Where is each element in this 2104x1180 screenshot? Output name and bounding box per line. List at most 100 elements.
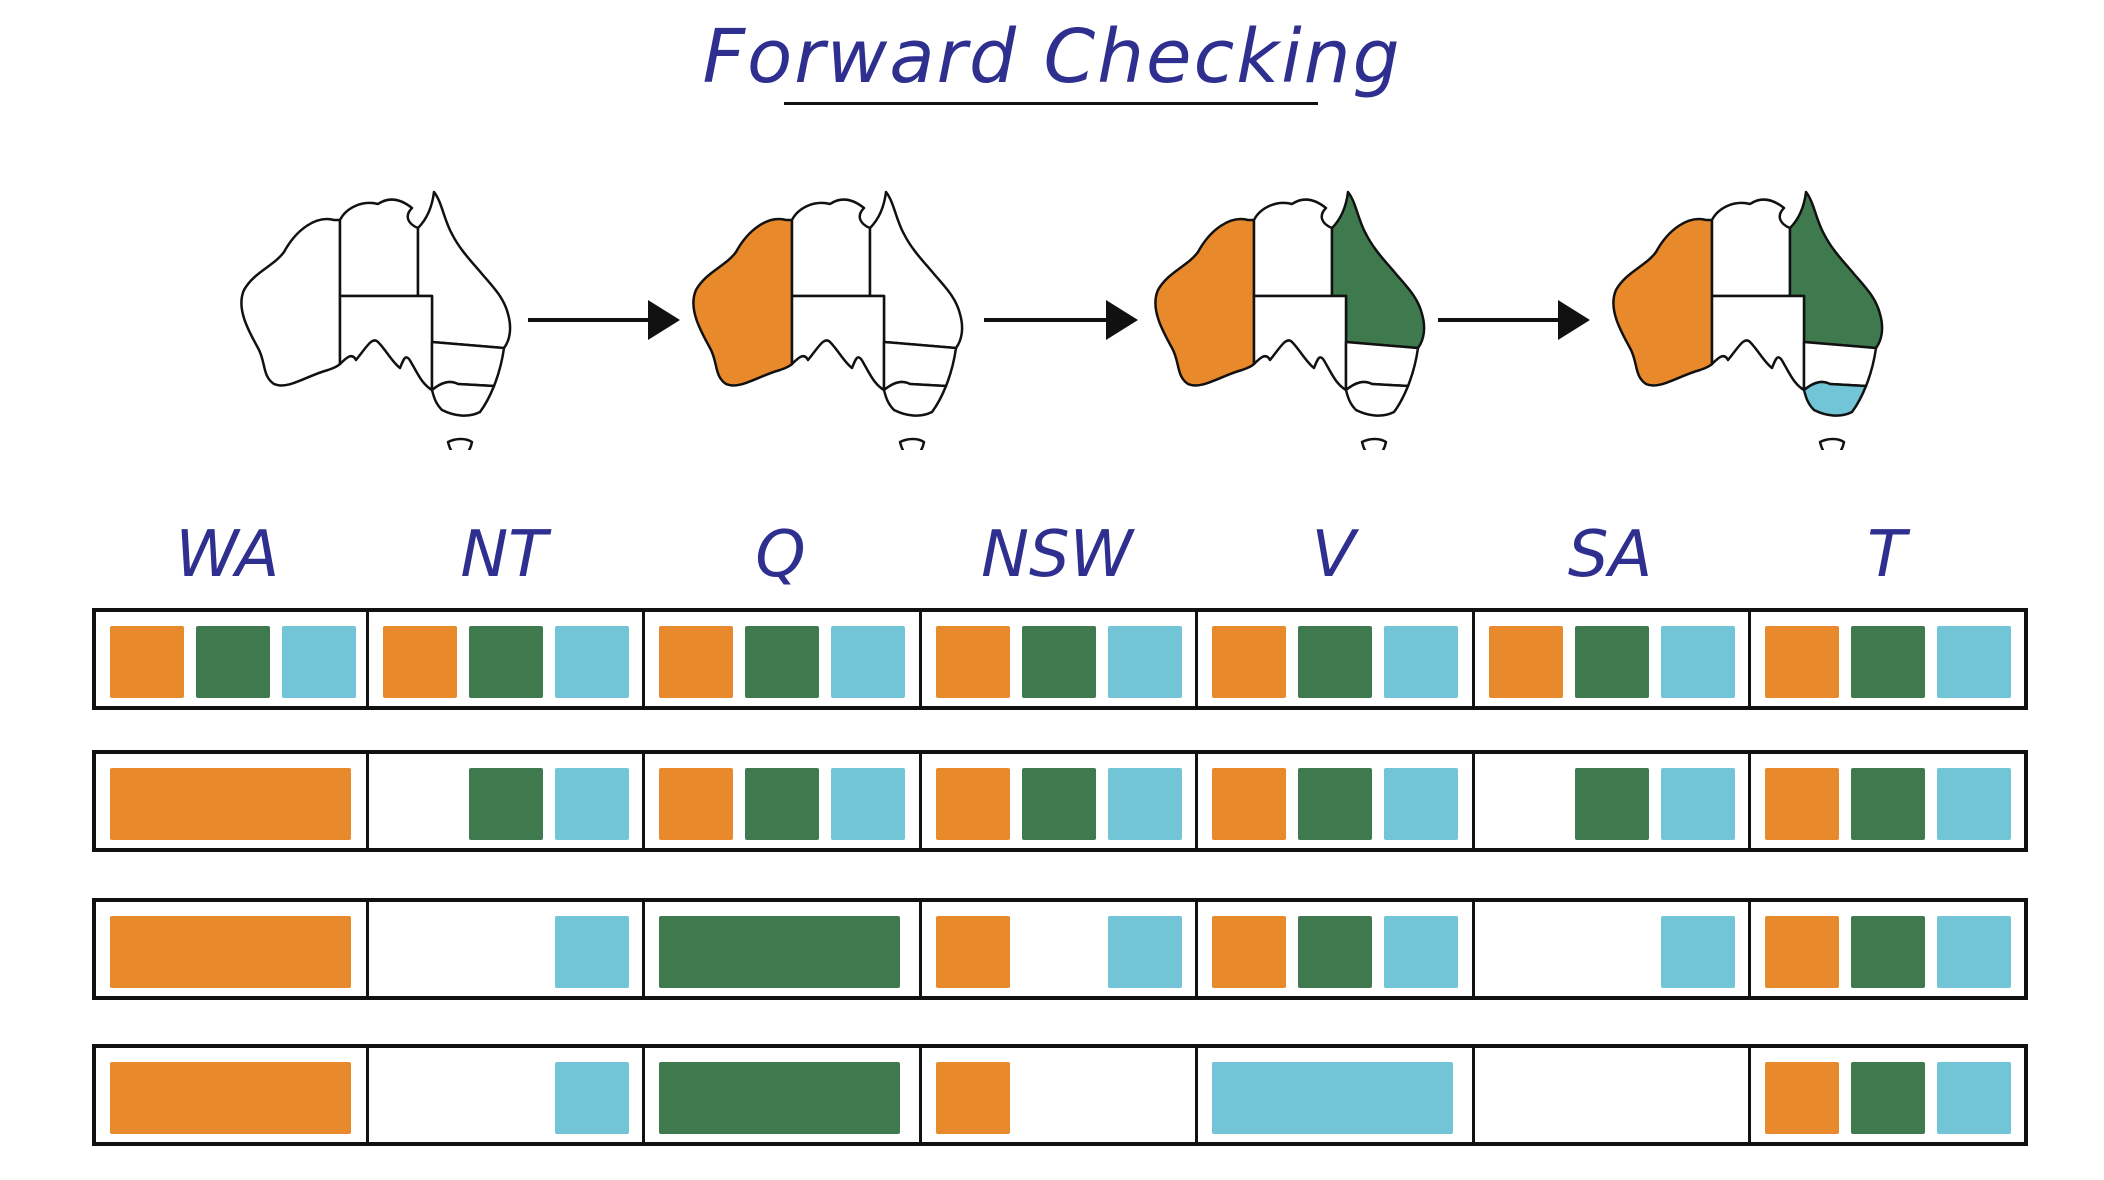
domain-value-blue <box>1384 626 1459 698</box>
map-region-q <box>1788 190 1884 350</box>
domain-cell-v <box>1198 754 1475 848</box>
column-label-wa: WA <box>175 518 280 592</box>
domain-cell-nsw <box>922 1048 1199 1142</box>
australia-map-step-1 <box>240 190 512 450</box>
column-label-v: V <box>1311 518 1356 592</box>
domain-value-blue <box>554 916 629 988</box>
domain-value-orange <box>935 768 1010 840</box>
domain-value-green <box>1851 1062 1926 1134</box>
australia-map-step-3 <box>1154 190 1426 450</box>
domain-value-orange <box>1765 768 1840 840</box>
australia-map-step-2 <box>692 190 964 450</box>
map-sequence <box>240 190 1884 450</box>
domain-cell-sa <box>1475 754 1752 848</box>
domain-value-green <box>1574 626 1649 698</box>
domain-cell-nsw <box>922 902 1199 996</box>
map-region-t <box>1360 437 1388 450</box>
domain-value-green <box>1021 626 1096 698</box>
map-region-sa <box>338 294 434 392</box>
map-region-wa <box>240 217 342 387</box>
domain-value-orange <box>1212 768 1287 840</box>
domain-cell-nt <box>369 1048 646 1142</box>
title-underline <box>784 102 1318 105</box>
domain-value-orange <box>935 626 1010 698</box>
domain-value-green <box>468 626 543 698</box>
domain-cell-t <box>1751 612 2024 706</box>
map-region-q <box>1330 190 1426 350</box>
map-region-t <box>446 437 474 450</box>
page-title: Forward Checking <box>702 14 1402 100</box>
domain-cell-sa <box>1475 612 1752 706</box>
domain-value-orange <box>1765 626 1840 698</box>
domain-value-orange <box>659 626 734 698</box>
domain-value-orange <box>1765 916 1840 988</box>
domain-cell-t <box>1751 1048 2024 1142</box>
domain-value-orange <box>1212 916 1287 988</box>
map-region-v <box>1802 380 1868 417</box>
domain-value-green <box>1298 626 1373 698</box>
map-region-q <box>416 190 512 350</box>
domain-cell-wa <box>96 612 369 706</box>
domain-value-blue <box>1937 916 2012 988</box>
domain-cell-v <box>1198 902 1475 996</box>
domain-value-orange <box>659 768 734 840</box>
domain-value-green <box>1851 626 1926 698</box>
domain-value-orange <box>1488 626 1563 698</box>
domain-value-blue <box>1660 768 1735 840</box>
domain-value-blue <box>1384 768 1459 840</box>
domain-value-green <box>1851 768 1926 840</box>
domain-cell-wa <box>96 1048 369 1142</box>
domain-value-orange <box>935 916 1010 988</box>
assigned-orange-bar <box>110 1062 351 1134</box>
domain-value-blue <box>831 768 906 840</box>
domain-value-blue <box>282 626 356 698</box>
domain-cell-q <box>645 754 922 848</box>
domain-row-2 <box>92 750 2028 852</box>
domain-value-green <box>745 768 820 840</box>
map-region-wa <box>1612 217 1714 387</box>
map-region-v <box>882 380 948 417</box>
domain-value-orange <box>1765 1062 1840 1134</box>
domain-value-blue <box>1937 768 2012 840</box>
domain-value-green <box>1298 768 1373 840</box>
map-region-q <box>868 190 964 350</box>
domain-row-3 <box>92 898 2028 1000</box>
domain-value-green <box>1574 768 1649 840</box>
domain-row-1 <box>92 608 2028 710</box>
domain-cell-sa <box>1475 902 1752 996</box>
assigned-orange-bar <box>110 768 351 840</box>
domain-value-orange <box>935 1062 1010 1134</box>
domain-cell-nt <box>369 754 646 848</box>
column-label-q: Q <box>755 518 806 592</box>
domain-cell-v <box>1198 612 1475 706</box>
domain-cell-t <box>1751 902 2024 996</box>
map-region-v <box>1344 380 1410 417</box>
domain-cell-wa <box>96 902 369 996</box>
map-region-t <box>1818 437 1846 450</box>
domain-cell-nt <box>369 612 646 706</box>
domain-value-blue <box>1107 916 1182 988</box>
domain-value-orange <box>382 626 457 698</box>
map-region-sa <box>790 294 886 392</box>
domain-value-blue <box>1107 626 1182 698</box>
australia-map-step-4 <box>1612 190 1884 450</box>
domain-value-blue <box>1384 916 1459 988</box>
domain-value-blue <box>1937 626 2012 698</box>
map-region-wa <box>692 217 794 387</box>
domain-cell-nt <box>369 902 646 996</box>
map-region-sa <box>1710 294 1806 392</box>
domain-value-green <box>1851 916 1926 988</box>
domain-value-blue <box>1660 626 1735 698</box>
map-region-nt <box>1252 198 1334 298</box>
domain-value-blue <box>554 768 629 840</box>
domain-cell-q <box>645 902 922 996</box>
map-region-nt <box>1710 198 1792 298</box>
map-region-nt <box>790 198 872 298</box>
map-region-t <box>898 437 926 450</box>
domain-cell-sa <box>1475 1048 1752 1142</box>
domain-value-orange <box>110 626 184 698</box>
map-region-nt <box>338 198 420 298</box>
domain-row-4 <box>92 1044 2028 1146</box>
domain-value-orange <box>1212 626 1287 698</box>
domain-cell-nsw <box>922 754 1199 848</box>
